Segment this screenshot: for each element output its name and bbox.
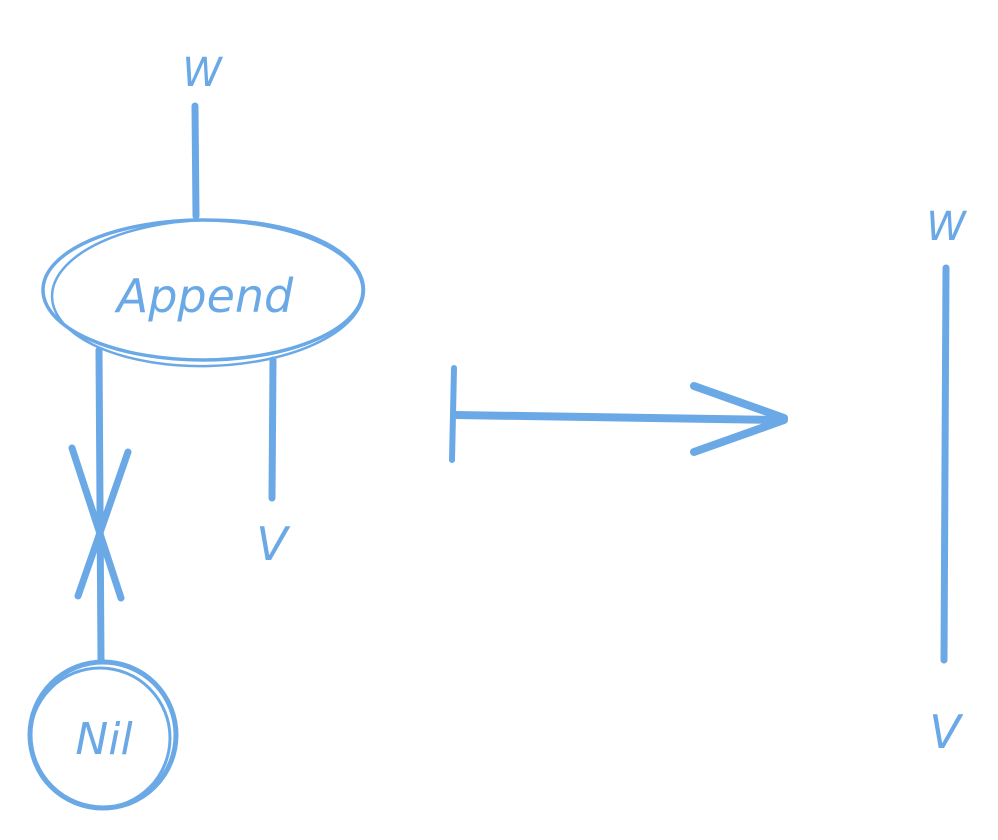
maps-to-arrow [449,365,788,463]
maps-to-arrow-shaft [452,411,784,424]
left-top-wire-label: W [182,50,223,96]
append-to-v-wire [268,356,277,502]
append-node: Append [41,218,366,368]
right-wire [940,264,950,664]
nil-node: Nil [27,659,179,811]
append-to-nil-wire-line [95,346,105,664]
append-node-outline-sketch [50,218,366,368]
left-top-wire [191,102,200,220]
maps-to-arrow-head-lower [690,416,788,456]
right-bottom-wire-label: V [929,705,964,759]
cross-mark-stroke-1 [68,444,125,602]
left-graph: W Append V Nil [27,50,366,811]
nil-node-label: Nil [75,714,133,765]
left-right-wire-label: V [256,517,291,571]
append-node-label: Append [114,269,294,323]
nil-node-outline-sketch [28,666,172,810]
right-top-wire-label: W [926,204,967,250]
right-graph: W V [926,204,967,759]
cross-mark-stroke-2 [74,448,132,600]
append-to-nil-wire [68,346,132,664]
maps-to-arrow-head-upper [690,382,788,422]
